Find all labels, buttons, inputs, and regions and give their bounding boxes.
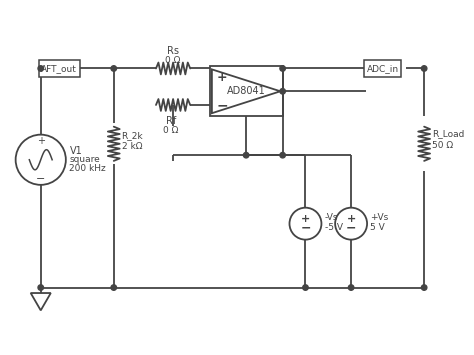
Circle shape [243, 152, 249, 158]
Text: -5 V: -5 V [325, 223, 343, 232]
Text: ∼W∼M LAB: ∼W∼M LAB [9, 342, 53, 351]
Circle shape [280, 152, 285, 158]
Circle shape [421, 66, 427, 71]
Text: CIRCUIT: CIRCUIT [9, 325, 49, 334]
Circle shape [348, 285, 354, 290]
Text: -Vs: -Vs [325, 213, 338, 222]
Text: R_2k: R_2k [121, 131, 143, 140]
Text: 5 V: 5 V [370, 223, 385, 232]
Circle shape [280, 88, 285, 94]
Text: 0 Ω: 0 Ω [163, 126, 179, 135]
Text: +Vs: +Vs [370, 213, 389, 222]
Text: +: + [301, 214, 310, 224]
Text: dougmurphy / voltage follower: dougmurphy / voltage follower [90, 325, 230, 334]
Circle shape [38, 66, 44, 71]
Text: −: − [300, 222, 311, 235]
Circle shape [111, 66, 117, 71]
Text: square: square [70, 155, 100, 164]
Text: Rf: Rf [166, 116, 176, 126]
FancyBboxPatch shape [364, 60, 401, 77]
Circle shape [111, 285, 117, 290]
Text: 2 kΩ: 2 kΩ [121, 142, 142, 151]
Text: −: − [36, 174, 46, 184]
Circle shape [303, 285, 308, 290]
Text: +: + [37, 136, 45, 147]
Circle shape [280, 66, 285, 71]
Text: ADC_in: ADC_in [366, 64, 399, 73]
Text: AD8041: AD8041 [227, 86, 265, 96]
Text: 0 Ω: 0 Ω [165, 56, 181, 65]
Circle shape [38, 285, 44, 290]
Text: −: − [216, 98, 228, 112]
Text: 200 kHz: 200 kHz [70, 164, 106, 173]
Text: AFT_out: AFT_out [41, 64, 77, 73]
Text: Rs: Rs [167, 46, 179, 56]
FancyBboxPatch shape [39, 60, 80, 77]
Text: R_Load: R_Load [432, 129, 464, 138]
Text: +: + [346, 214, 356, 224]
Text: 50 Ω: 50 Ω [432, 141, 453, 150]
Circle shape [421, 285, 427, 290]
Text: −: − [346, 222, 356, 235]
Text: +: + [217, 71, 227, 84]
Bar [210, 66, 283, 116]
Text: V1: V1 [70, 146, 82, 155]
Text: http://circuitlab.com/c23738j: http://circuitlab.com/c23738j [90, 342, 207, 351]
